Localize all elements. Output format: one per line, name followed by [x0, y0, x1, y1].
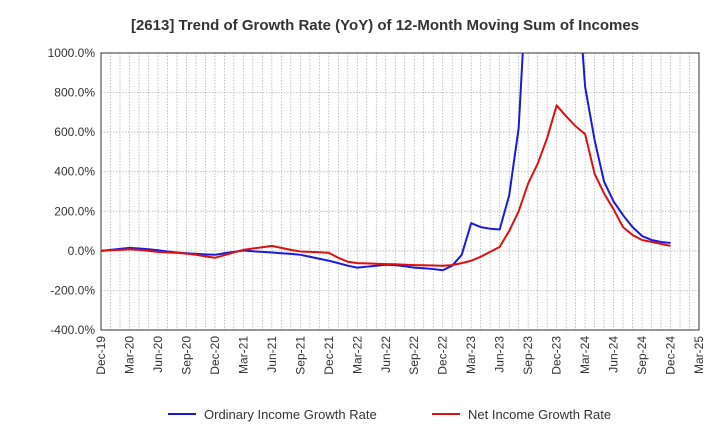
y-tick-label: 600.0% — [54, 125, 95, 139]
x-tick-label: Sep-20 — [179, 336, 193, 375]
legend: Ordinary Income Growth Rate Net Income Gr… — [168, 407, 611, 422]
y-tick-label: 400.0% — [54, 165, 95, 179]
x-tick-label: Jun-21 — [265, 336, 279, 373]
x-tick-label: Jun-22 — [379, 336, 393, 373]
y-tick-label: 200.0% — [54, 204, 95, 218]
x-tick-label: Jun-23 — [493, 336, 507, 373]
x-tick-label: Sep-21 — [293, 336, 307, 375]
x-tick-label: Mar-25 — [692, 336, 706, 374]
grid — [100, 52, 700, 331]
y-tick-label: 1000.0% — [48, 46, 96, 60]
x-tick-label: Mar-23 — [464, 336, 478, 374]
axes: 1000.0% 800.0% 600.0% 400.0% 200.0% 0.0% -200.… — [48, 46, 706, 375]
x-tick-label: Jun-20 — [151, 336, 165, 373]
y-tick-label: -200.0% — [50, 283, 95, 297]
x-tick-label: Jun-24 — [607, 336, 621, 373]
x-tick-label: Mar-22 — [350, 336, 364, 374]
x-tick-label: Dec-19 — [94, 336, 108, 375]
x-tick-label: Sep-24 — [635, 336, 649, 375]
legend-label: Net Income Growth Rate — [468, 407, 611, 422]
x-tick-label: Dec-24 — [664, 336, 678, 375]
x-tick-label: Mar-21 — [236, 336, 250, 374]
x-tick-label: Mar-24 — [578, 336, 592, 374]
legend-label: Ordinary Income Growth Rate — [204, 407, 377, 422]
x-tick-label: Dec-21 — [322, 336, 336, 375]
series-lines — [101, 53, 671, 272]
x-tick-label: Sep-22 — [407, 336, 421, 375]
y-tick-label: 0.0% — [68, 244, 96, 258]
x-tick-label: Dec-20 — [208, 336, 222, 375]
y-tick-label: 800.0% — [54, 86, 95, 100]
x-tick-label: Dec-23 — [550, 336, 564, 375]
y-tick-label: -400.0% — [50, 323, 95, 337]
plot-border — [100, 52, 700, 331]
x-tick-label: Sep-23 — [521, 336, 535, 375]
x-tick-label: Mar-20 — [122, 336, 136, 374]
chart-title: [2613] Trend of Growth Rate (YoY) of 12-… — [131, 17, 639, 34]
series-line-2 — [101, 104, 671, 267]
x-tick-label: Dec-22 — [436, 336, 450, 375]
